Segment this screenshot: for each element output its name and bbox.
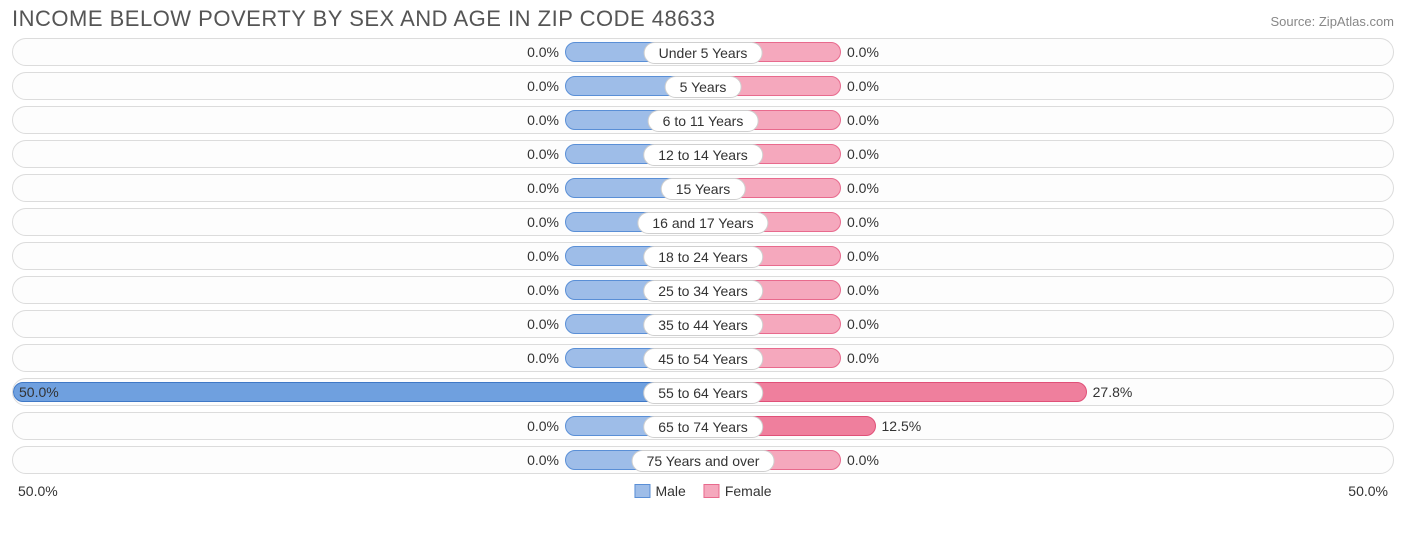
chart-row: 0.0% 0.0% 6 to 11 Years — [12, 106, 1394, 134]
female-value: 0.0% — [841, 73, 879, 99]
female-value: 0.0% — [841, 277, 879, 303]
poverty-by-sex-age-chart: INCOME BELOW POVERTY BY SEX AND AGE IN Z… — [0, 0, 1406, 510]
category-label: 25 to 34 Years — [643, 280, 763, 302]
category-label: Under 5 Years — [644, 42, 763, 64]
male-value: 0.0% — [527, 311, 565, 337]
category-label: 15 Years — [661, 178, 746, 200]
male-value: 0.0% — [527, 107, 565, 133]
category-label: 6 to 11 Years — [648, 110, 759, 132]
female-value: 0.0% — [841, 447, 879, 473]
female-value: 0.0% — [841, 175, 879, 201]
male-value: 0.0% — [527, 39, 565, 65]
chart-header: INCOME BELOW POVERTY BY SEX AND AGE IN Z… — [12, 6, 1394, 32]
male-value: 0.0% — [527, 209, 565, 235]
category-label: 18 to 24 Years — [643, 246, 763, 268]
category-label: 35 to 44 Years — [643, 314, 763, 336]
chart-row: 0.0% 0.0% 15 Years — [12, 174, 1394, 202]
chart-row: 0.0% 0.0% 75 Years and over — [12, 446, 1394, 474]
male-value: 0.0% — [527, 175, 565, 201]
female-value: 0.0% — [841, 39, 879, 65]
chart-row: 0.0% 0.0% 25 to 34 Years — [12, 276, 1394, 304]
male-bar — [13, 382, 703, 402]
male-value: 50.0% — [19, 379, 65, 405]
female-value: 12.5% — [876, 413, 922, 439]
male-value: 0.0% — [527, 413, 565, 439]
chart-source: Source: ZipAtlas.com — [1270, 14, 1394, 29]
category-label: 45 to 54 Years — [643, 348, 763, 370]
category-label: 65 to 74 Years — [643, 416, 763, 438]
category-label: 16 and 17 Years — [637, 212, 768, 234]
axis-max-right: 50.0% — [1348, 483, 1388, 499]
legend-male-label: Male — [655, 483, 685, 499]
chart-rows: 0.0%0.0%Under 5 Years0.0%0.0%5 Years0.0%… — [12, 38, 1394, 474]
chart-row: 0.0% 0.0% 18 to 24 Years — [12, 242, 1394, 270]
chart-row: 0.0% 0.0% 45 to 54 Years — [12, 344, 1394, 372]
legend-female: Female — [704, 483, 772, 499]
female-value: 0.0% — [841, 107, 879, 133]
chart-row: 0.0% 0.0% Under 5 Years — [12, 38, 1394, 66]
female-value: 0.0% — [841, 243, 879, 269]
chart-row: 0.0% 0.0% 12 to 14 Years — [12, 140, 1394, 168]
male-value: 0.0% — [527, 73, 565, 99]
male-value: 0.0% — [527, 141, 565, 167]
legend-male-swatch — [634, 484, 650, 498]
female-value: 0.0% — [841, 209, 879, 235]
category-label: 55 to 64 Years — [643, 382, 763, 404]
chart-row: 0.0% 0.0% 35 to 44 Years — [12, 310, 1394, 338]
female-value: 0.0% — [841, 311, 879, 337]
legend-female-label: Female — [725, 483, 772, 499]
chart-footer: 50.0% Male Female 50.0% — [12, 480, 1394, 502]
category-label: 5 Years — [665, 76, 742, 98]
legend: Male Female — [634, 483, 771, 499]
male-value: 0.0% — [527, 345, 565, 371]
female-value: 0.0% — [841, 141, 879, 167]
legend-male: Male — [634, 483, 685, 499]
chart-title: INCOME BELOW POVERTY BY SEX AND AGE IN Z… — [12, 6, 715, 32]
chart-row: 0.0% 0.0% 5 Years — [12, 72, 1394, 100]
female-value: 27.8% — [1087, 379, 1133, 405]
female-value: 0.0% — [841, 345, 879, 371]
chart-row: 0.0% 0.0% 16 and 17 Years — [12, 208, 1394, 236]
chart-row: 50.0% 27.8% 55 to 64 Years — [12, 378, 1394, 406]
male-value: 0.0% — [527, 243, 565, 269]
male-value: 0.0% — [527, 447, 565, 473]
category-label: 75 Years and over — [632, 450, 775, 472]
axis-max-left: 50.0% — [18, 483, 58, 499]
male-value: 0.0% — [527, 277, 565, 303]
chart-row: 0.0% 12.5% 65 to 74 Years — [12, 412, 1394, 440]
legend-female-swatch — [704, 484, 720, 498]
category-label: 12 to 14 Years — [643, 144, 763, 166]
